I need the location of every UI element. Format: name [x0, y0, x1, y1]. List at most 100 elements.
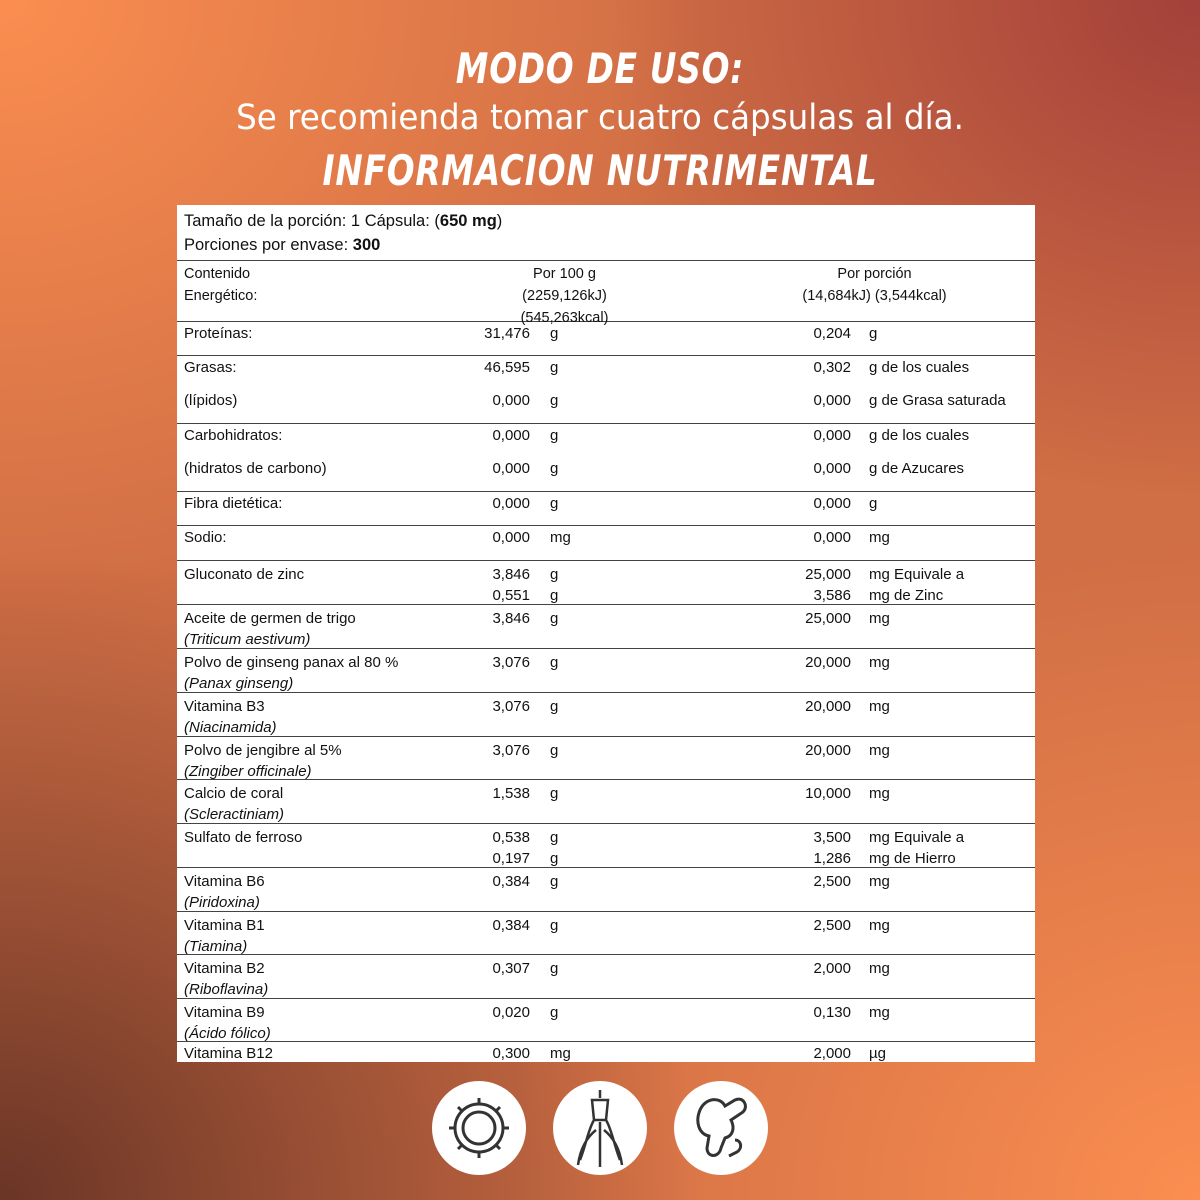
per-serving: 20,000	[805, 654, 851, 671]
row-line: (Tiamina)	[177, 936, 1035, 957]
value: 650 mg	[439, 212, 497, 230]
scientific-name: (Piridoxina)	[184, 894, 260, 911]
unit: mg Equivale a	[869, 566, 965, 583]
unit: g	[550, 1004, 559, 1021]
label: )	[496, 212, 503, 230]
item-name: Vitamina B2	[184, 960, 265, 977]
item-name: Grasas:	[184, 359, 237, 376]
row-line: Carbohidratos: 0,000 g 0,000 g de los cuales	[177, 425, 1035, 458]
text: Energético:	[184, 288, 258, 304]
per-100: 31,476	[484, 325, 530, 342]
unit: g	[550, 566, 559, 583]
row-group: Fibra dietética: 0,000 g 0,000 g	[177, 492, 1035, 526]
per-serving: 3,586	[813, 587, 851, 604]
per-100: 1,538	[492, 785, 530, 802]
item-name: Calcio de coral	[184, 785, 284, 802]
per-serving: 0,000	[813, 392, 851, 409]
scientific-name: (Riboflavina)	[184, 981, 269, 998]
row-group: Calcio de coral 1,538 g 10,000 mg (Scleractin…	[177, 780, 1035, 824]
row-group: Vitamina B9 0,020 g 0,130 mg (Ácido fólico)	[177, 999, 1035, 1042]
row-line: Proteínas: 31,476 g 0,204 g	[177, 323, 1035, 344]
unit: g	[550, 917, 559, 934]
text: Por 100 g	[533, 266, 596, 282]
row-line: (Riboflavina)	[177, 979, 1035, 1000]
scientific-name: (Scleractiniam)	[184, 806, 285, 823]
unit: g	[869, 325, 878, 342]
per-100: 0,020	[492, 1004, 530, 1021]
per-100: 3,076	[492, 654, 530, 671]
row-group: Proteínas: 31,476 g 0,204 g	[177, 322, 1035, 356]
row-line: Gluconato de zinc 3,846 g 25,000 mg Equivale…	[177, 564, 1035, 585]
unit: mg	[869, 785, 890, 802]
scientific-name: (Triticum aestivum)	[184, 631, 311, 648]
row-line: Vitamina B12 0,300 mg 2,000 µg	[177, 1043, 1035, 1062]
unit: g	[550, 698, 559, 715]
row-line: (Triticum aestivum)	[177, 629, 1035, 650]
per-100: 0,384	[492, 873, 530, 890]
label: Porciones por envase:	[184, 236, 353, 254]
per-serving: 0,302	[813, 359, 851, 376]
per-serving: 0,000	[813, 495, 851, 512]
per-serving: 2,500	[813, 873, 851, 890]
per-serving: 3,500	[813, 829, 851, 846]
unit: g	[550, 587, 559, 604]
unit: g	[550, 850, 559, 867]
unit: g	[550, 460, 559, 477]
unit: g	[550, 960, 559, 977]
per-serving: 0,000	[813, 529, 851, 546]
scientific-name: (Panax ginseng)	[184, 675, 294, 692]
unit: mg	[869, 917, 890, 934]
text: Contenido	[184, 266, 251, 282]
row-line: 0,197 g 1,286 mg de Hierro	[177, 848, 1035, 869]
item-name: Proteínas:	[184, 325, 253, 342]
servings: Porciones por envase: 300	[184, 233, 1035, 257]
per-serving: 20,000	[805, 698, 851, 715]
row-line: (Piridoxina)	[177, 892, 1035, 913]
per-100: 0,000	[492, 427, 530, 444]
per-100: 0,000	[492, 392, 530, 409]
icon-ginger	[696, 1097, 747, 1158]
text: (2259,126kJ) (545,263kcal)	[520, 288, 609, 326]
per-serving: 0,000	[813, 460, 851, 477]
per-100: 46,595	[484, 359, 530, 376]
row-line: Vitamina B9 0,020 g 0,130 mg	[177, 1002, 1035, 1023]
per-serving: 0,000	[813, 427, 851, 444]
per-100: 0,000	[492, 495, 530, 512]
unit: mg	[869, 529, 890, 546]
per-100: 3,846	[492, 566, 530, 583]
unit: g	[550, 427, 559, 444]
per-serving: 0,130	[813, 1004, 851, 1021]
unit: mg	[869, 698, 890, 715]
row-line: (Zingiber officinale)	[177, 761, 1035, 782]
row-line: (Scleractiniam)	[177, 804, 1035, 825]
item-name: (lípidos)	[184, 392, 238, 409]
row-group: Vitamina B6 0,384 g 2,500 mg (Piridoxina)	[177, 868, 1035, 912]
row-line: Vitamina B6 0,384 g 2,500 mg	[177, 871, 1035, 892]
item-name: Gluconato de zinc	[184, 566, 305, 583]
per-100: 0,197	[492, 850, 530, 867]
unit: g de los cuales	[869, 359, 970, 376]
per-100: 0,307	[492, 960, 530, 977]
per-100: 0,300	[492, 1045, 530, 1062]
unit: g de Azucares	[869, 460, 965, 477]
nutrition-table: Tamaño de la porción: 1 Cápsula: (650 mg…	[177, 205, 1035, 1062]
scientific-name: (Niacinamida)	[184, 719, 277, 736]
unit: g	[550, 829, 559, 846]
row-line: Polvo de ginseng panax al 80 % 3,076 g 20,0…	[177, 652, 1035, 673]
row-group: Carbohidratos: 0,000 g 0,000 g de los cuales…	[177, 424, 1035, 492]
row-line: Calcio de coral 1,538 g 10,000 mg	[177, 783, 1035, 804]
row-group: Vitamina B2 0,307 g 2,000 mg (Riboflavina)	[177, 955, 1035, 999]
unit: g	[550, 873, 559, 890]
serving-size: Tamaño de la porción: 1 Cápsula: (650 mg…	[184, 209, 1035, 233]
row-line: Vitamina B1 0,384 g 2,500 mg	[177, 915, 1035, 936]
unit: mg	[550, 529, 571, 546]
energy-header: Contenido Energético: Por 100 g (2259,126kJ…	[177, 261, 1035, 326]
per-serving: 1,286	[813, 850, 851, 867]
row-line: (Ácido fólico)	[177, 1023, 1035, 1044]
text: Por porción	[837, 266, 912, 282]
unit: g	[550, 610, 559, 627]
per-100: 0,000	[492, 460, 530, 477]
row-line: (Panax ginseng)	[177, 673, 1035, 694]
per-100-header: Por 100 g (2259,126kJ) (545,263kcal)	[477, 263, 652, 329]
